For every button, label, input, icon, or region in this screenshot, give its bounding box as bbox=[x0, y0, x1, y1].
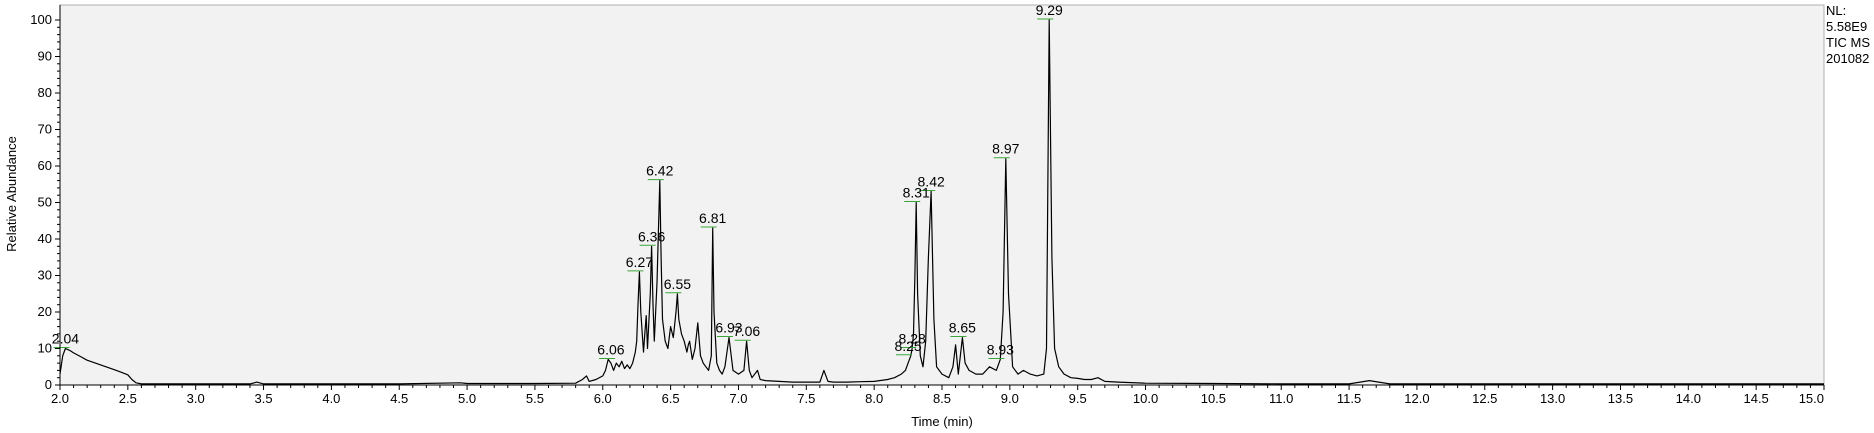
x-tick-label: 11.5 bbox=[1337, 391, 1361, 406]
plot-area bbox=[59, 4, 1825, 386]
peak-label: 8.93 bbox=[987, 341, 1014, 357]
peak-label: 8.97 bbox=[992, 141, 1019, 157]
peak-label: 8.42 bbox=[918, 174, 945, 190]
x-tick-label: 9.0 bbox=[1001, 391, 1019, 406]
peak-label: 9.29 bbox=[1036, 2, 1063, 18]
x-tick-label: 10.5 bbox=[1201, 391, 1226, 406]
peak-label: 8.65 bbox=[949, 320, 976, 336]
peak-label: 6.42 bbox=[646, 163, 673, 179]
x-tick-label: 7.0 bbox=[729, 391, 747, 406]
y-tick-label: 40 bbox=[38, 231, 52, 246]
x-tick-label: 4.0 bbox=[322, 391, 340, 406]
y-tick-label: 100 bbox=[30, 12, 52, 27]
x-tick-label: 14.0 bbox=[1676, 391, 1701, 406]
tic-trace bbox=[59, 19, 1824, 385]
x-tick-label: 5.0 bbox=[458, 391, 476, 406]
x-tick-label: 5.5 bbox=[526, 391, 544, 406]
peak-label: 6.36 bbox=[638, 228, 665, 244]
x-tick-label: 11.0 bbox=[1269, 391, 1293, 406]
y-tick-label: 50 bbox=[38, 195, 52, 210]
x-tick-label: 2.0 bbox=[51, 391, 69, 406]
info-nl-label: NL: bbox=[1826, 3, 1846, 18]
y-tick-label: 20 bbox=[38, 304, 52, 319]
x-tick-label: 6.0 bbox=[594, 391, 612, 406]
peak-label: 6.27 bbox=[626, 254, 653, 270]
x-tick-label: 12.0 bbox=[1404, 391, 1429, 406]
peak-label: 7.06 bbox=[733, 323, 760, 339]
y-tick-label: 0 bbox=[45, 377, 52, 392]
peak-label: 8.25 bbox=[894, 338, 921, 354]
peak-label: 8.31 bbox=[903, 185, 930, 201]
y-tick-label: 80 bbox=[38, 85, 52, 100]
peak-label: 8.28 bbox=[899, 331, 926, 347]
x-tick-label: 13.0 bbox=[1540, 391, 1565, 406]
y-tick-label: 90 bbox=[38, 49, 52, 64]
info-file-name: 201082 bbox=[1826, 51, 1869, 66]
x-tick-label: 7.5 bbox=[797, 391, 815, 406]
y-tick-label: 30 bbox=[38, 268, 52, 283]
x-tick-label: 2.5 bbox=[119, 391, 137, 406]
x-tick-label: 10.0 bbox=[1133, 391, 1158, 406]
x-tick-label: 6.5 bbox=[662, 391, 680, 406]
x-tick-label: 12.5 bbox=[1472, 391, 1497, 406]
x-tick-label: 9.5 bbox=[1069, 391, 1087, 406]
peak-label: 6.81 bbox=[699, 210, 726, 226]
y-axis-title: Relative Abundance bbox=[4, 136, 19, 252]
peak-label: 6.06 bbox=[597, 341, 624, 357]
x-axis-title: Time (min) bbox=[911, 414, 973, 429]
y-tick-label: 10 bbox=[38, 341, 52, 356]
y-tick-label: 60 bbox=[38, 158, 52, 173]
x-tick-label: 15.0 bbox=[1799, 391, 1824, 406]
x-tick-label: 8.5 bbox=[933, 391, 951, 406]
y-tick-label: 70 bbox=[38, 122, 52, 137]
info-box: NL: 5.58E9 TIC MS 201082 bbox=[1826, 3, 1870, 66]
x-tick-label: 3.5 bbox=[254, 391, 272, 406]
x-tick-label: 14.5 bbox=[1743, 391, 1768, 406]
x-tick-label: 4.5 bbox=[390, 391, 408, 406]
peak-label: 6.93 bbox=[715, 320, 742, 336]
info-nl-value: 5.58E9 bbox=[1826, 19, 1867, 34]
info-scan-type: TIC MS bbox=[1826, 35, 1870, 50]
x-tick-label: 8.0 bbox=[865, 391, 883, 406]
peak-label: 2.04 bbox=[52, 331, 79, 347]
x-tick-label: 13.5 bbox=[1608, 391, 1633, 406]
x-tick-label: 3.0 bbox=[187, 391, 205, 406]
peak-label: 6.55 bbox=[664, 276, 691, 292]
